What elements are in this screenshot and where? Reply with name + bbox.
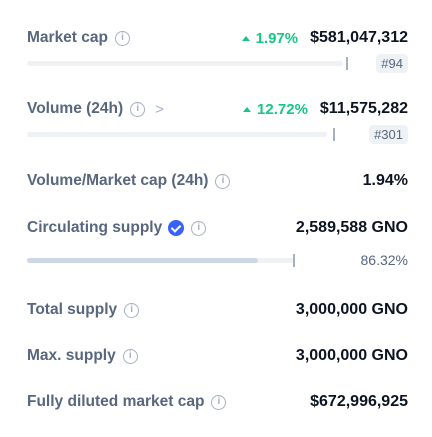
market-cap-row: Market cap i 1.97% $581,047,312 #94 xyxy=(27,29,408,79)
info-icon[interactable]: i xyxy=(191,220,207,236)
fully-diluted-label-group: Fully diluted market cap i xyxy=(27,393,227,411)
volume-market-cap-row: Volume/Market cap (24h) i 1.94% xyxy=(27,172,408,194)
circulating-supply-value: 2,589,588 GNO xyxy=(295,219,408,236)
total-supply-value: 3,000,000 GNO xyxy=(295,301,408,318)
circulating-supply-percent: 86.32% xyxy=(360,252,408,268)
circulating-supply-values: 2,589,588 GNO xyxy=(296,219,408,237)
volume-market-cap-value: 1.94% xyxy=(362,172,408,189)
info-icon[interactable]: i xyxy=(114,30,130,46)
volume-track xyxy=(27,132,327,137)
circulating-supply-label: Circulating supply xyxy=(27,219,163,236)
max-supply-row: Max. supply i 3,000,000 GNO xyxy=(27,347,408,369)
info-icon[interactable]: i xyxy=(215,173,231,189)
info-icon[interactable]: i xyxy=(130,101,146,117)
market-cap-marker xyxy=(346,57,348,70)
total-supply-values: 3,000,000 GNO xyxy=(296,301,408,319)
caret-up-icon xyxy=(241,35,250,41)
circulating-supply-label-group: Circulating supply i xyxy=(27,219,207,237)
info-icon[interactable]: i xyxy=(211,394,227,410)
verified-badge-icon[interactable] xyxy=(168,220,185,236)
max-supply-values: 3,000,000 GNO xyxy=(296,347,408,365)
fully-diluted-value: $672,996,925 xyxy=(310,393,408,410)
market-cap-change-text: 1.97% xyxy=(255,29,299,47)
volume-market-cap-values: 1.94% xyxy=(363,172,408,190)
volume-market-cap-label-group: Volume/Market cap (24h) i xyxy=(27,172,231,190)
max-supply-value: 3,000,000 GNO xyxy=(295,347,408,364)
caret-up-icon xyxy=(243,106,252,112)
info-icon[interactable]: i xyxy=(124,302,140,318)
total-supply-label: Total supply xyxy=(27,301,118,318)
circulating-supply-progress xyxy=(27,258,259,263)
total-supply-label-group: Total supply i xyxy=(27,301,140,319)
market-cap-label: Market cap xyxy=(27,29,108,46)
chevron-right-icon[interactable]: > xyxy=(155,100,164,118)
volume-label-group: Volume (24h) i > xyxy=(27,100,164,118)
fully-diluted-values: $672,996,925 xyxy=(310,393,408,411)
total-supply-row: Total supply i 3,000,000 GNO xyxy=(27,301,408,323)
volume-rank: #301 xyxy=(369,125,408,144)
circulating-supply-marker xyxy=(293,254,295,267)
market-cap-values: 1.97% $581,047,312 xyxy=(241,29,408,47)
fully-diluted-label: Fully diluted market cap xyxy=(27,393,205,410)
volume-value: $11,575,282 xyxy=(319,100,408,117)
max-supply-label: Max. supply xyxy=(27,347,116,364)
volume-marker xyxy=(333,128,335,141)
volume-change: 12.72% xyxy=(243,101,308,118)
market-cap-track xyxy=(27,61,343,66)
market-cap-label-group: Market cap i xyxy=(27,29,130,47)
volume-label: Volume (24h) xyxy=(27,100,124,117)
volume-change-text: 12.72% xyxy=(257,100,308,118)
volume-market-cap-label: Volume/Market cap (24h) xyxy=(27,172,209,189)
volume-row: Volume (24h) i > 12.72% $11,575,282 #301 xyxy=(27,100,408,150)
volume-values: 12.72% $11,575,282 xyxy=(243,100,408,118)
max-supply-label-group: Max. supply i xyxy=(27,347,138,365)
market-cap-value: $581,047,312 xyxy=(310,29,408,46)
circulating-supply-row: Circulating supply i 2,589,588 GNO 86.32… xyxy=(27,219,408,271)
market-cap-change: 1.97% xyxy=(241,29,299,47)
info-icon[interactable]: i xyxy=(122,348,138,364)
fully-diluted-row: Fully diluted market cap i $672,996,925 xyxy=(27,393,408,415)
market-cap-rank: #94 xyxy=(376,54,408,73)
circulating-supply-track xyxy=(27,258,295,263)
